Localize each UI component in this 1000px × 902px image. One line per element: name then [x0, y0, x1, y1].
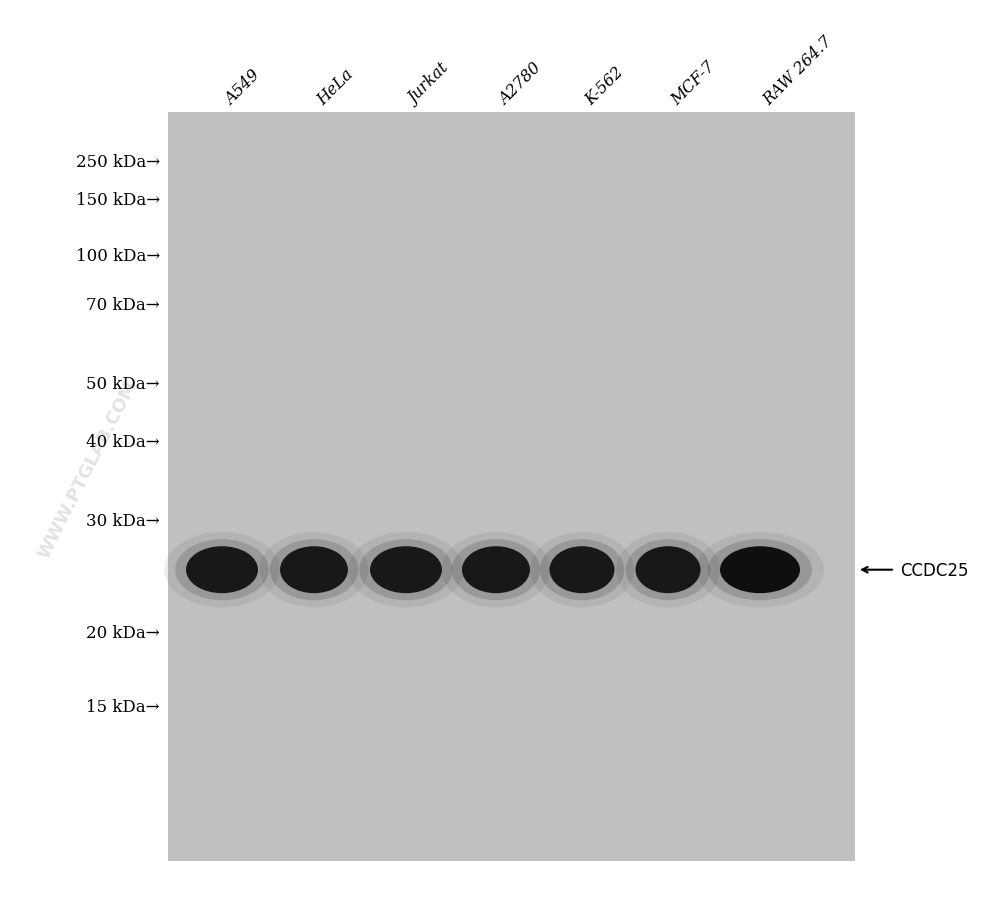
- Ellipse shape: [530, 532, 634, 608]
- Ellipse shape: [540, 539, 624, 601]
- Ellipse shape: [708, 539, 812, 601]
- Text: 70 kDa→: 70 kDa→: [86, 297, 160, 313]
- Text: HeLa: HeLa: [314, 66, 357, 108]
- Ellipse shape: [452, 539, 540, 601]
- Text: 15 kDa→: 15 kDa→: [87, 698, 160, 714]
- Text: 100 kDa→: 100 kDa→: [76, 248, 160, 264]
- Ellipse shape: [270, 539, 358, 601]
- Text: 40 kDa→: 40 kDa→: [86, 434, 160, 450]
- Text: K-562: K-562: [582, 63, 627, 108]
- Text: A549: A549: [222, 67, 264, 108]
- Text: CCDC25: CCDC25: [900, 561, 968, 579]
- Ellipse shape: [550, 547, 614, 594]
- Ellipse shape: [616, 532, 720, 608]
- Ellipse shape: [164, 532, 280, 608]
- Ellipse shape: [370, 547, 442, 594]
- Ellipse shape: [696, 532, 824, 608]
- Bar: [168, 113, 855, 861]
- Ellipse shape: [636, 547, 700, 594]
- Text: 30 kDa→: 30 kDa→: [86, 512, 160, 529]
- Text: MCF-7: MCF-7: [668, 58, 719, 108]
- Ellipse shape: [175, 539, 269, 601]
- Text: A2780: A2780: [496, 60, 545, 108]
- Ellipse shape: [720, 547, 800, 594]
- Ellipse shape: [462, 547, 530, 594]
- Text: Jurkat: Jurkat: [406, 61, 453, 108]
- Text: 20 kDa→: 20 kDa→: [86, 625, 160, 641]
- Text: 50 kDa→: 50 kDa→: [87, 376, 160, 392]
- Text: 150 kDa→: 150 kDa→: [76, 192, 160, 208]
- Ellipse shape: [186, 547, 258, 594]
- Ellipse shape: [260, 532, 368, 608]
- Ellipse shape: [626, 539, 710, 601]
- Text: 250 kDa→: 250 kDa→: [76, 154, 160, 170]
- Ellipse shape: [359, 539, 453, 601]
- Text: WWW.PTGLAB.COM: WWW.PTGLAB.COM: [35, 377, 141, 561]
- Ellipse shape: [348, 532, 464, 608]
- Ellipse shape: [280, 547, 348, 594]
- Text: RAW 264.7: RAW 264.7: [760, 32, 836, 108]
- Ellipse shape: [442, 532, 550, 608]
